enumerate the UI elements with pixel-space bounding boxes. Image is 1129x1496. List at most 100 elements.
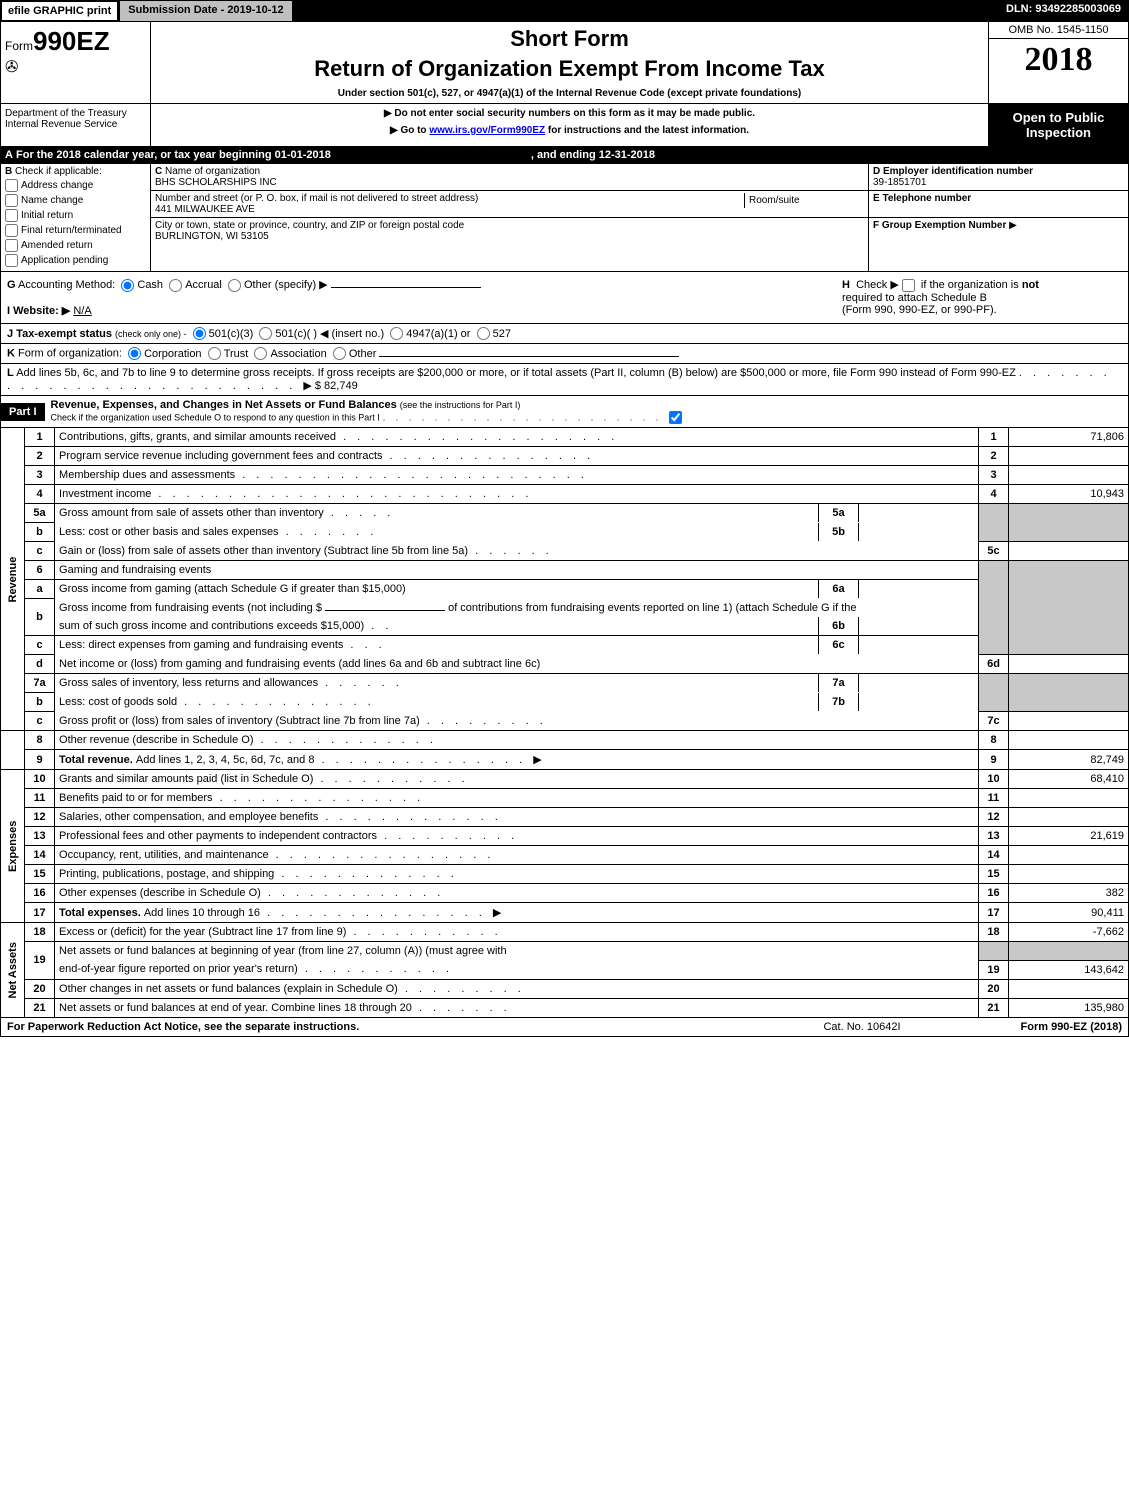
t-20: Other changes in net assets or fund bala…	[55, 979, 979, 998]
num-14: 14	[979, 846, 1009, 865]
part1-title: Revenue, Expenses, and Changes in Net As…	[51, 399, 397, 411]
irs-link[interactable]: www.irs.gov/Form990EZ	[429, 125, 545, 136]
line-l: L Add lines 5b, 6c, and 7b to line 9 to …	[0, 364, 1129, 396]
line-g-text: Accounting Method:	[18, 279, 115, 291]
t-6d: Net income or (loss) from gaming and fun…	[55, 655, 979, 674]
check-final-return[interactable]: Final return/terminated	[5, 224, 146, 237]
radio-501c[interactable]: 501(c)( ) ◀ (insert no.)	[259, 328, 384, 340]
line-k-label: K	[7, 348, 15, 360]
amt-13: 21,619	[1009, 827, 1129, 846]
row-5a: 5a Gross amount from sale of assets othe…	[1, 504, 1129, 523]
radio-association[interactable]: Association	[254, 348, 326, 360]
footer-center: Cat. No. 10642I	[762, 1021, 962, 1033]
line-h-t1: Check ▶	[856, 279, 899, 291]
other-org-input[interactable]	[379, 356, 679, 357]
opt-other: Other (specify) ▶	[244, 279, 328, 291]
amt-10: 68,410	[1009, 770, 1129, 789]
radio-other-org[interactable]: Other	[333, 348, 377, 360]
n-19: 19	[25, 942, 55, 980]
num-7c: 7c	[979, 712, 1009, 731]
radio-527[interactable]: 527	[477, 328, 511, 340]
box-b-label: B	[5, 166, 12, 177]
line-h-t4: (Form 990, 990-EZ, or 990-PF).	[842, 304, 997, 316]
row-2: 2 Program service revenue including gove…	[1, 447, 1129, 466]
line-h-t3: required to attach Schedule B	[842, 292, 987, 304]
check-amended-return[interactable]: Amended return	[5, 239, 146, 252]
radio-trust[interactable]: Trust	[208, 348, 249, 360]
t-5b: Less: cost or other basis and sales expe…	[55, 523, 978, 541]
t-6b-2: sum of such gross income and contributio…	[55, 617, 978, 636]
room-suite: Room/suite	[744, 193, 864, 208]
opt-accrual: Accrual	[185, 279, 222, 291]
opt-501c3: 501(c)(3)	[209, 328, 254, 340]
irs-eagle-icon: ✇	[5, 57, 146, 77]
sn-5b: 5b	[818, 523, 858, 541]
radio-cash[interactable]: Cash	[121, 279, 163, 291]
row-6b1: b Gross income from fundraising events (…	[1, 599, 1129, 617]
n-7b: b	[25, 693, 55, 712]
check-initial-return[interactable]: Initial return	[5, 209, 146, 222]
num-16: 16	[979, 884, 1009, 903]
efile-print-button[interactable]: efile GRAPHIC print	[1, 1, 118, 21]
n-4: 4	[25, 485, 55, 504]
num-12: 12	[979, 808, 1009, 827]
form-title: Return of Organization Exempt From Incom…	[161, 56, 978, 82]
dept-row: Department of the Treasury Internal Reve…	[0, 104, 1129, 147]
t-11: Benefits paid to or for members . . . . …	[55, 789, 979, 808]
dots-part1: . . . . . . . . . . . . . . . . . . . . …	[383, 413, 669, 423]
shade-6	[979, 561, 1009, 655]
opt-name: Name change	[21, 195, 83, 206]
org-name: BHS SCHOLARSHIPS INC	[155, 177, 277, 188]
row-14: 14 Occupancy, rent, utilities, and maint…	[1, 846, 1129, 865]
radio-corporation[interactable]: Corporation	[128, 348, 201, 360]
t-7c: Gross profit or (loss) from sales of inv…	[55, 712, 979, 731]
row-4: 4 Investment income . . . . . . . . . . …	[1, 485, 1129, 504]
sn-6a: 6a	[818, 580, 858, 598]
year-box: OMB No. 1545-1150 2018	[988, 22, 1128, 103]
top-bar: efile GRAPHIC print Submission Date - 20…	[0, 0, 1129, 22]
n-7a: 7a	[25, 674, 55, 693]
amt-4: 10,943	[1009, 485, 1129, 504]
part1-label: Part I	[1, 403, 45, 421]
dln-label: DLN: 93492285003069	[998, 0, 1129, 22]
t-3: Membership dues and assessments . . . . …	[55, 466, 979, 485]
check-application-pending[interactable]: Application pending	[5, 254, 146, 267]
sa-5a	[858, 504, 978, 522]
revenue-tail	[1, 731, 25, 770]
check-schedule-b[interactable]	[902, 279, 915, 292]
shade-7ab	[979, 674, 1009, 712]
radio-accrual[interactable]: Accrual	[169, 279, 222, 291]
other-specify-input[interactable]	[331, 287, 481, 288]
opt-amended: Amended return	[21, 240, 93, 251]
row-15: 15 Printing, publications, postage, and …	[1, 865, 1129, 884]
amt-5c	[1009, 542, 1129, 561]
row-5b: b Less: cost or other basis and sales ex…	[1, 523, 1129, 542]
sn-7a: 7a	[818, 674, 858, 692]
amt-20	[1009, 979, 1129, 998]
t-5a: Gross amount from sale of assets other t…	[55, 504, 978, 522]
line-h: H Check ▶ if the organization is not req…	[842, 278, 1122, 317]
n-21: 21	[25, 998, 55, 1017]
num-10: 10	[979, 770, 1009, 789]
radio-501c3[interactable]: 501(c)(3)	[193, 328, 254, 340]
fundraising-amount-input[interactable]	[325, 610, 445, 611]
check-address-change[interactable]: Address change	[5, 179, 146, 192]
t-6: Gaming and fundraising events	[55, 561, 979, 580]
row-17: 17 Total expenses. Add lines 10 through …	[1, 903, 1129, 923]
radio-other[interactable]: Other (specify) ▶	[228, 279, 328, 291]
opt-address: Address change	[21, 180, 93, 191]
amt-12	[1009, 808, 1129, 827]
n-2: 2	[25, 447, 55, 466]
check-schedule-o[interactable]	[669, 411, 682, 424]
amt-3	[1009, 466, 1129, 485]
opt-cash: Cash	[137, 279, 163, 291]
expenses-section-label: Expenses	[1, 770, 25, 923]
row-6c: c Less: direct expenses from gaming and …	[1, 636, 1129, 655]
t-8: Other revenue (describe in Schedule O) .…	[55, 731, 979, 750]
check-name-change[interactable]: Name change	[5, 194, 146, 207]
num-17: 17	[979, 903, 1009, 923]
t-2: Program service revenue including govern…	[55, 447, 979, 466]
t-18: Excess or (deficit) for the year (Subtra…	[55, 923, 979, 942]
radio-4947[interactable]: 4947(a)(1) or	[390, 328, 470, 340]
num-13: 13	[979, 827, 1009, 846]
